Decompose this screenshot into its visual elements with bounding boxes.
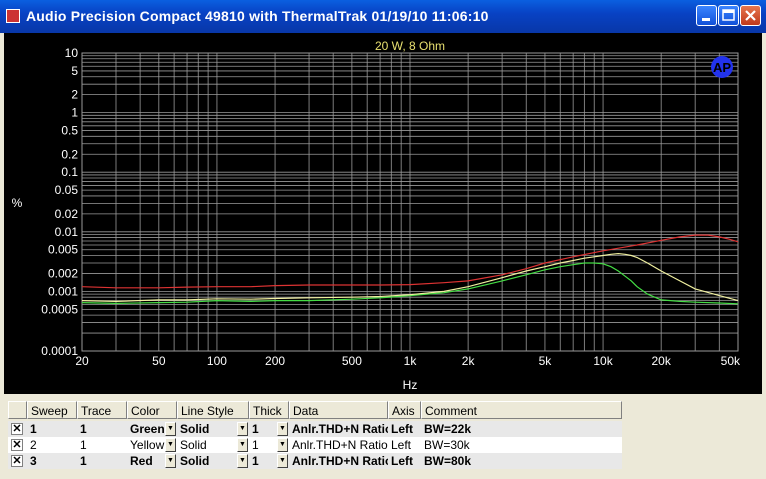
graph-panel: 10 5 2 1 0.5 0.2 0.1 0.05 0.02 0.01 0.005 0.002 0.00… [4, 33, 762, 394]
series-line-1 [81, 262, 739, 305]
chart-title: 20 W, 8 Ohm [375, 39, 445, 53]
cell-sweep[interactable]: 3 [30, 454, 37, 468]
y-tick-label: 0.5 [61, 124, 78, 138]
x-tick-label: 1k [404, 354, 418, 368]
cell-axis[interactable]: Left [391, 454, 413, 468]
row-checkbox[interactable]: ✕ [11, 423, 23, 435]
dropdown-arrow-icon[interactable]: ▼ [165, 422, 176, 436]
y-tick-label: 5 [71, 64, 78, 78]
x-tick-label: 5k [539, 354, 553, 368]
dropdown-arrow-icon[interactable]: ▼ [237, 454, 248, 468]
y-tick-label: 0.01 [55, 225, 79, 239]
table-row[interactable]: ✕ 1 1 Green ▼ Solid ▼ 1 ▼ Anlr.THD+N Ratio Left BW=… [8, 421, 622, 437]
cell-sweep[interactable]: 1 [30, 422, 37, 436]
cell-color[interactable]: Red [130, 454, 153, 468]
y-axis-ticks: 10 5 2 1 0.5 0.2 0.1 0.05 0.02 0.01 0.005 0.002 0.00… [41, 46, 78, 358]
x-tick-label: 2k [462, 354, 476, 368]
cell-axis[interactable]: Left [391, 422, 413, 436]
dropdown-arrow-icon[interactable]: ▼ [277, 438, 288, 452]
x-tick-label: 100 [207, 354, 227, 368]
y-tick-label: 10 [65, 46, 79, 60]
dropdown-arrow-icon[interactable]: ▼ [237, 422, 248, 436]
y-axis-label: % [12, 196, 23, 210]
table-row[interactable]: ✕ 3 1 Red ▼ Solid ▼ 1 ▼ Anlr.THD+N Ratio Left BW=80… [8, 453, 622, 469]
y-tick-label: 2 [71, 88, 78, 102]
cell-thick[interactable]: 1 [252, 438, 259, 452]
x-tick-label: 50k [721, 354, 741, 368]
app-icon [6, 9, 20, 23]
title-bar: Audio Precision Compact 49810 with Therm… [0, 0, 766, 33]
x-tick-label: 10k [593, 354, 613, 368]
close-button[interactable] [740, 5, 761, 26]
header-data[interactable]: Data [289, 401, 388, 419]
header-line-style[interactable]: Line Style [177, 401, 249, 419]
y-tick-label: 0.002 [48, 266, 78, 280]
y-tick-label: 0.05 [55, 183, 79, 197]
dropdown-arrow-icon[interactable]: ▼ [165, 438, 176, 452]
table-row[interactable]: ✕ 2 1 Yellow ▼ Solid ▼ 1 ▼ Anlr.THD+N Ratio Left BW… [8, 437, 622, 453]
cell-data[interactable]: Anlr.THD+N Ratio [292, 454, 388, 468]
series-line-3 [81, 234, 739, 289]
minimize-button[interactable] [696, 5, 717, 26]
row-checkbox[interactable]: ✕ [11, 455, 23, 467]
x-tick-label: 20k [651, 354, 671, 368]
header-check [8, 401, 27, 419]
dropdown-arrow-icon[interactable]: ▼ [237, 438, 248, 452]
y-tick-label: 0.001 [48, 284, 78, 298]
thd-chart: 10 5 2 1 0.5 0.2 0.1 0.05 0.02 0.01 0.005 0.002 0.00… [12, 39, 741, 392]
y-tick-label: 1 [71, 106, 78, 120]
cell-color[interactable]: Green [130, 422, 165, 436]
header-thick[interactable]: Thick [249, 401, 289, 419]
header-trace[interactable]: Trace [77, 401, 127, 419]
window-title: Audio Precision Compact 49810 with Therm… [26, 8, 489, 24]
x-axis-label: Hz [403, 378, 418, 392]
svg-text:AP: AP [713, 60, 731, 75]
header-axis[interactable]: Axis [388, 401, 421, 419]
cell-line-style[interactable]: Solid [180, 438, 207, 452]
x-axis-ticks: 20 50 100 200 500 1k 2k 5k 10k 20k 50k [75, 354, 741, 368]
header-color[interactable]: Color [127, 401, 177, 419]
y-tick-label: 0.1 [61, 165, 78, 179]
y-tick-label: 0.2 [61, 147, 78, 161]
x-tick-label: 500 [342, 354, 362, 368]
cell-trace[interactable]: 1 [80, 454, 87, 468]
cell-color[interactable]: Yellow [130, 438, 165, 452]
y-tick-label: 0.02 [55, 207, 79, 221]
y-tick-label: 0.005 [48, 243, 78, 257]
header-comment[interactable]: Comment [421, 401, 622, 419]
x-tick-label: 50 [152, 354, 166, 368]
cell-thick[interactable]: 1 [252, 422, 259, 436]
y-tick-label: 0.0005 [41, 302, 78, 316]
chart-traces [81, 234, 739, 305]
cell-trace[interactable]: 1 [80, 422, 87, 436]
series-line-2 [81, 252, 739, 303]
header-sweep[interactable]: Sweep [27, 401, 77, 419]
cell-comment[interactable]: BW=30k [424, 438, 470, 452]
close-icon [745, 10, 756, 21]
dropdown-arrow-icon[interactable]: ▼ [277, 422, 288, 436]
chart-grid [81, 52, 739, 352]
maximize-button[interactable] [718, 5, 739, 26]
dropdown-arrow-icon[interactable]: ▼ [277, 454, 288, 468]
cell-comment[interactable]: BW=22k [424, 422, 472, 436]
dropdown-arrow-icon[interactable]: ▼ [165, 454, 176, 468]
x-tick-label: 200 [265, 354, 285, 368]
cell-sweep[interactable]: 2 [30, 438, 37, 452]
cell-axis[interactable]: Left [391, 438, 412, 452]
cell-trace[interactable]: 1 [80, 438, 87, 452]
maximize-icon [722, 9, 735, 21]
cell-data[interactable]: Anlr.THD+N Ratio [292, 438, 388, 452]
cell-line-style[interactable]: Solid [180, 422, 210, 436]
minimize-icon [702, 18, 710, 21]
cell-thick[interactable]: 1 [252, 454, 259, 468]
x-tick-label: 20 [75, 354, 89, 368]
row-checkbox[interactable]: ✕ [11, 439, 23, 451]
ap-logo-icon: AP [711, 56, 733, 78]
cell-comment[interactable]: BW=80k [424, 454, 472, 468]
y-tick-label: 0.0001 [41, 344, 78, 358]
cell-line-style[interactable]: Solid [180, 454, 210, 468]
cell-data[interactable]: Anlr.THD+N Ratio [292, 422, 388, 436]
